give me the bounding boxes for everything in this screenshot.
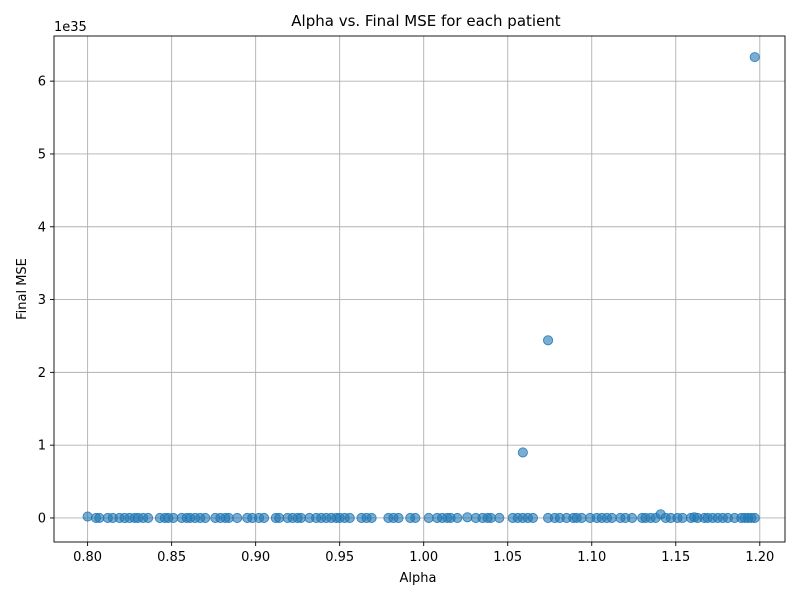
scatter-point	[494, 512, 505, 524]
scatter-point	[232, 512, 243, 524]
y-tick-label: 0	[38, 511, 46, 526]
y-tick-label: 6	[38, 75, 46, 90]
x-tick-label: 1.20	[745, 550, 774, 565]
y-tick-label: 2	[38, 366, 46, 381]
y-tick-label: 3	[38, 293, 46, 308]
x-tick-label: 0.85	[157, 550, 186, 565]
x-tick-label: 0.90	[241, 550, 270, 565]
x-tick-label: 1.05	[493, 550, 522, 565]
scatter-point	[452, 512, 463, 524]
scatter-point	[749, 512, 760, 524]
scatter-point	[94, 512, 105, 524]
scatter-point	[295, 512, 307, 524]
scatter-point	[677, 512, 688, 524]
y-tick-label: 1	[38, 439, 46, 454]
scatter-point	[606, 512, 617, 524]
scatter-point	[200, 512, 211, 524]
y-axis-offset-text: 1e35	[54, 20, 87, 35]
scatter-point	[259, 512, 270, 524]
chart-title: Alpha vs. Final MSE for each patient	[291, 12, 561, 30]
scatter-point	[82, 511, 93, 522]
scatter-point	[543, 335, 554, 346]
y-tick-label: 5	[38, 147, 46, 162]
plot-frame	[53, 35, 786, 543]
data-points	[82, 52, 760, 524]
x-tick-label: 0.80	[73, 550, 102, 565]
scatter-point	[344, 512, 355, 524]
y-tick-label: 4	[38, 220, 46, 235]
scatter-point	[485, 512, 496, 524]
x-axis-ticks: 0.80 0.85 0.90 0.95 1.00 1.05 1.10 1.15 1.20	[73, 542, 774, 565]
scatter-point	[168, 512, 179, 524]
scatter-point	[462, 512, 473, 523]
scatter-point	[223, 512, 234, 524]
y-axis-ticks: 0 1 2 3 4 5 6	[38, 75, 54, 526]
x-axis-label: Alpha	[400, 571, 437, 586]
x-tick-label: 1.00	[409, 550, 438, 565]
scatter-point	[274, 512, 285, 524]
y-axis-label: Final MSE	[15, 258, 30, 320]
scatter-point	[366, 512, 377, 524]
x-tick-label: 1.15	[661, 550, 690, 565]
scatter-point	[749, 52, 760, 63]
scatter-point	[410, 512, 421, 524]
x-tick-label: 0.95	[325, 550, 354, 565]
x-tick-label: 1.10	[577, 550, 606, 565]
scatter-point	[143, 512, 154, 524]
scatter-point	[423, 512, 434, 524]
scatter-point	[517, 447, 528, 458]
scatter-point	[393, 512, 404, 524]
scatter-point	[576, 512, 587, 524]
scatter-point	[627, 512, 638, 524]
scatter-point	[527, 512, 538, 524]
